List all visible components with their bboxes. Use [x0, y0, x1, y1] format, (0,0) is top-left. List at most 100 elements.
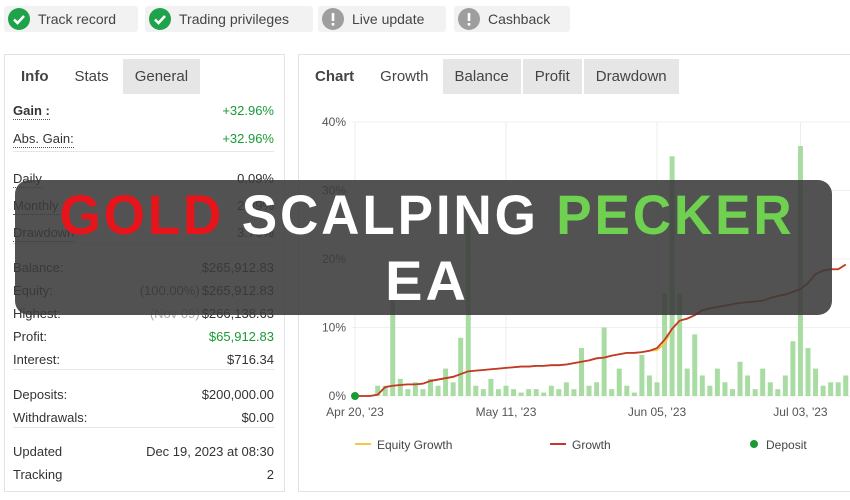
icon-circle: [149, 8, 171, 30]
deposit-point: [351, 392, 359, 400]
bar: [790, 341, 796, 396]
bar: [579, 348, 584, 396]
bar: [828, 382, 834, 396]
bar: [646, 375, 652, 396]
legend-label: Growth: [572, 438, 611, 452]
stat-value: 2: [266, 467, 274, 482]
bar: [571, 389, 577, 396]
stat-label: Withdrawals:: [13, 410, 88, 425]
stat-value-wrap: 2: [267, 466, 274, 484]
y-tick-label: 40%: [322, 115, 346, 129]
chart-tabs: Chart Growth Balance Profit Drawdown: [303, 59, 681, 94]
bar: [511, 389, 517, 396]
icon-circle: [8, 8, 30, 30]
bar: [382, 385, 388, 396]
bar: [624, 385, 630, 396]
bar: [458, 337, 464, 396]
tab[interactable]: Stats: [62, 59, 121, 94]
legend-label: Deposit: [766, 438, 807, 452]
stat-value-wrap: Dec 19, 2023 at 08:30: [146, 443, 274, 461]
bar: [488, 378, 494, 396]
stat-row: Deposits: $200,000.00: [13, 386, 274, 404]
bar: [428, 378, 433, 396]
check: [154, 15, 166, 25]
bar: [518, 392, 524, 396]
stat-row: Withdrawals: $0.00: [13, 409, 274, 427]
bar: [601, 327, 607, 396]
divider: [13, 427, 274, 428]
badge[interactable]: Trading privileges: [145, 6, 313, 32]
badge[interactable]: Live update: [318, 6, 446, 32]
stat-value: $65,912.83: [208, 329, 274, 344]
tab[interactable]: Growth: [368, 59, 441, 94]
divider: [13, 151, 274, 152]
tab[interactable]: Balance: [442, 59, 521, 94]
banner-bg: [15, 180, 832, 315]
bar: [760, 368, 766, 396]
banner-word: PECKER: [556, 183, 794, 246]
stat-row: Updated Dec 19, 2023 at 08:30: [13, 443, 274, 461]
stat-value-wrap: +32.96%: [222, 102, 274, 120]
bar: [835, 382, 841, 396]
bar: [639, 354, 645, 396]
x-tick-label: Jul 03, '23: [773, 405, 828, 419]
bar: [586, 385, 592, 396]
bar: [405, 389, 411, 396]
bar: [692, 334, 698, 396]
stat-value: $716.34: [227, 352, 274, 367]
bar: [375, 385, 381, 396]
stat-row: Profit: $65,912.83: [13, 328, 274, 346]
bar: [684, 368, 690, 396]
badge-icon: [322, 8, 344, 30]
tab[interactable]: General: [122, 59, 201, 94]
tab: Chart: [303, 59, 367, 94]
banner-word: GOLD: [60, 183, 225, 246]
bar: [548, 385, 554, 396]
bar: [450, 382, 456, 396]
stat-value-wrap: +32.96%: [222, 130, 274, 148]
bar: [722, 382, 728, 396]
badge-label: Live update: [352, 11, 425, 27]
tab[interactable]: Drawdown: [583, 59, 679, 94]
bar: [631, 392, 637, 396]
alert-dot: [331, 23, 335, 26]
tab[interactable]: Profit: [522, 59, 582, 94]
stat-value: Dec 19, 2023 at 08:30: [146, 444, 274, 459]
bar: [443, 368, 449, 396]
bar: [556, 389, 562, 396]
bar: [714, 368, 720, 396]
bar: [594, 382, 600, 396]
bar: [730, 389, 735, 396]
badge[interactable]: Track record: [4, 6, 138, 32]
stat-label: Tracking: [13, 467, 63, 482]
badge-label: Track record: [38, 11, 117, 27]
y-tick-label: 0%: [329, 389, 347, 403]
stat-label: Deposits:: [13, 387, 68, 402]
x-tick-label: Jun 05, '23: [628, 405, 687, 419]
stat-value-wrap: $0.00: [241, 409, 274, 427]
legend-label: Equity Growth: [377, 438, 452, 452]
bar: [420, 389, 426, 396]
bar: [473, 385, 479, 396]
stat-label: Profit:: [13, 329, 47, 344]
bar: [752, 389, 758, 396]
bar: [775, 389, 781, 396]
stat-label: Updated: [13, 444, 63, 459]
stat-row: Interest: $716.34: [13, 351, 274, 369]
stat-label: Interest:: [13, 352, 60, 367]
stat-value: $0.00: [241, 410, 274, 425]
stats-tabs: Info Stats General: [9, 59, 202, 94]
bar: [412, 382, 418, 396]
banner-word: EA: [385, 249, 469, 312]
bar: [654, 382, 660, 396]
y-tick-label: 10%: [322, 321, 346, 335]
badge[interactable]: Cashback: [454, 6, 570, 32]
stat-value-wrap: $716.34: [227, 351, 274, 369]
badge-label: Cashback: [488, 11, 551, 27]
bar: [820, 385, 826, 396]
badge-icon: [149, 8, 171, 30]
stat-value-wrap: $200,000.00: [202, 386, 274, 404]
bar: [533, 389, 539, 396]
